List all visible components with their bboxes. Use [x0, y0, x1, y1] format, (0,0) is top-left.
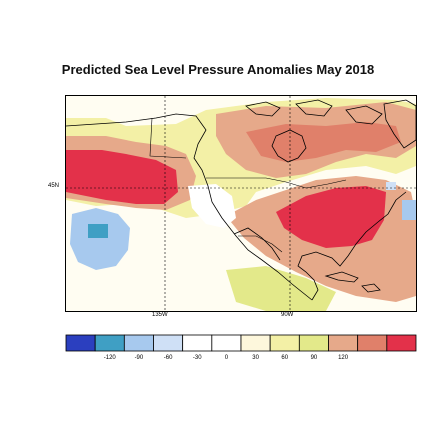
colorbar-swatch: [153, 334, 184, 352]
colorbar-swatch: [328, 334, 359, 352]
colorbar-swatch: [386, 334, 417, 352]
lat-label-45n: 45N: [48, 183, 60, 189]
colorbar-swatch: [65, 334, 96, 352]
colorbar-swatch: [240, 334, 271, 352]
colorbar-tick-label: -120: [103, 355, 116, 361]
negative-anomaly-field-ne: [386, 182, 396, 190]
lon-label-135w: 135W: [152, 312, 168, 318]
colorbar-tick-label: 0: [224, 355, 229, 361]
colorbar-swatch: [123, 334, 154, 352]
positive-anomaly-field-south: [226, 266, 336, 311]
colorbar-swatch: [94, 334, 125, 352]
colorbar-tick-label: -60: [163, 355, 173, 361]
colorbar-tick-label: 90: [310, 355, 318, 361]
strong-anomaly-core-pacific: [66, 150, 178, 204]
colorbar-tick-label: 120: [338, 355, 349, 361]
colorbar-tick-label: -30: [192, 355, 202, 361]
colorbar-tick-label: 60: [281, 355, 289, 361]
map-panel: [65, 95, 417, 312]
map-title: Predicted Sea Level Pressure Anomalies M…: [61, 62, 375, 77]
colorbar-swatch: [298, 334, 329, 352]
anomaly-map: [66, 96, 416, 311]
colorbar-swatch: [182, 334, 213, 352]
strong-anomaly-core-east: [276, 186, 386, 248]
anomaly-fields: [66, 98, 416, 311]
colorbar-swatch: [211, 334, 242, 352]
coastlines: [66, 99, 416, 301]
colorbar-swatch: [357, 334, 388, 352]
colorbar-swatch: [269, 334, 300, 352]
negative-anomaly-core: [88, 224, 108, 238]
colorbar-tick-label: -90: [134, 355, 144, 361]
colorbar: [65, 334, 417, 352]
negative-anomaly-field: [70, 208, 130, 270]
political-borders: [149, 117, 347, 253]
negative-anomaly-field-east: [402, 200, 416, 220]
lon-label-90w: 90W: [281, 312, 294, 318]
neutral-area-west: [188, 184, 236, 228]
colorbar-tick-label: 30: [252, 355, 259, 361]
